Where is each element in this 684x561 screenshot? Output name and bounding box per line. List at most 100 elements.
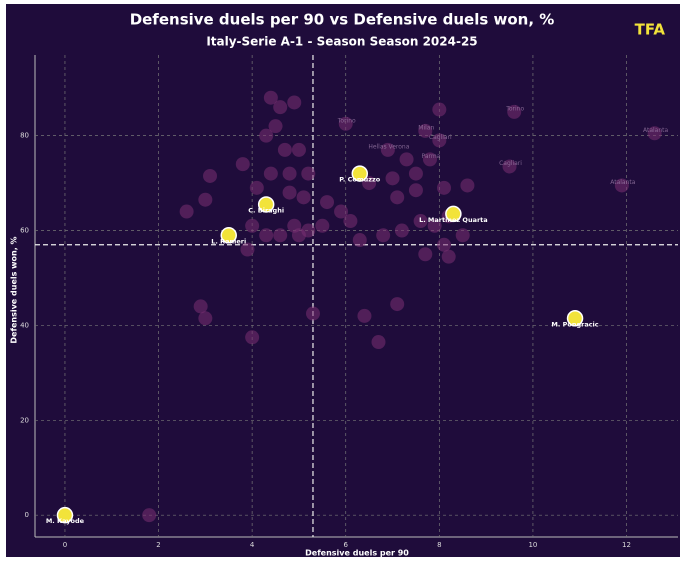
y-tick-label: 80: [20, 132, 29, 140]
point: [376, 228, 391, 243]
point: [357, 308, 372, 323]
point: [334, 204, 349, 219]
highlight-label: M. Kayode: [46, 517, 85, 525]
point: [259, 128, 274, 143]
point: [245, 330, 260, 345]
y-tick-label: 40: [20, 321, 29, 329]
x-tick-label: 6: [344, 541, 349, 549]
point: [352, 233, 367, 248]
point: [193, 299, 208, 314]
point: [432, 133, 447, 148]
point: [198, 311, 213, 326]
point: [268, 119, 283, 134]
point: [455, 228, 470, 243]
point: [343, 214, 358, 229]
point: [245, 218, 260, 233]
chart-subtitle: Italy-Serie A-1 - Season Season 2024-25: [206, 35, 477, 49]
point: [371, 335, 386, 350]
x-axis-label: Defensive duels per 90: [305, 549, 409, 558]
highlight-label: L. Martinez Quarta: [419, 216, 488, 224]
point: [394, 223, 409, 238]
point: [390, 190, 405, 205]
background: [6, 4, 680, 557]
point: [338, 116, 353, 131]
point: [179, 204, 194, 219]
point: [647, 126, 662, 141]
chart-title: Defensive duels per 90 vs Defensive duel…: [130, 11, 555, 29]
y-tick-label: 60: [20, 227, 29, 235]
point-label: Atalanta: [643, 127, 669, 134]
point-label: Torino: [505, 105, 524, 112]
highlight-point: [257, 196, 275, 213]
point: [441, 249, 456, 264]
point: [432, 102, 447, 117]
y-tick-label: 20: [20, 416, 29, 424]
highlight-point: [566, 310, 584, 327]
point: [305, 306, 320, 321]
point: [282, 185, 297, 200]
x-tick-label: 4: [250, 541, 255, 549]
x-tick-label: 8: [437, 541, 441, 549]
point: [408, 183, 423, 198]
point: [259, 228, 274, 243]
point: [291, 228, 306, 243]
point: [320, 195, 335, 210]
point: [460, 178, 475, 193]
point: [315, 218, 330, 233]
point: [273, 228, 288, 243]
x-tick-label: 10: [528, 541, 537, 549]
x-tick-label: 12: [622, 541, 631, 549]
x-tick-label: 0: [63, 541, 67, 549]
point-label: Atalanta: [610, 179, 636, 186]
point: [291, 142, 306, 157]
point: [240, 242, 255, 257]
highlight-label: P. Comuzzo: [339, 176, 381, 184]
point: [502, 159, 517, 174]
point: [418, 247, 433, 262]
point: [427, 218, 442, 233]
point-label: Torino: [337, 117, 356, 124]
point: [399, 152, 414, 167]
highlight-point: [220, 227, 237, 244]
point: [277, 142, 292, 157]
point: [437, 180, 452, 195]
point: [263, 90, 278, 105]
brand: TFA: [635, 21, 666, 39]
point: [385, 171, 400, 186]
point: [282, 166, 297, 181]
point: [408, 166, 423, 181]
point: [507, 104, 522, 119]
point: [263, 166, 278, 181]
y-tick-label: 0: [25, 511, 29, 519]
point-label: Milan: [418, 124, 434, 131]
point: [287, 95, 302, 110]
y-axis-label: Defensive duels won, %: [10, 236, 19, 343]
point: [249, 180, 264, 195]
point: [203, 168, 218, 183]
point: [422, 152, 437, 167]
point: [142, 508, 157, 523]
point: [198, 192, 213, 207]
point-label: Hellas Verona: [368, 143, 409, 150]
highlight-label: C. Biraghi: [248, 206, 284, 214]
point: [390, 297, 405, 312]
point: [235, 157, 250, 172]
point: [418, 123, 433, 138]
point-label: Parma: [422, 153, 441, 160]
highlight-point: [445, 205, 462, 223]
point-label: Cagliari: [499, 160, 522, 167]
highlight-label: M. Pongracic: [551, 320, 598, 328]
x-tick-label: 2: [156, 541, 160, 549]
highlight-point: [351, 165, 369, 182]
point-label: Cagliari: [429, 134, 452, 141]
point: [437, 237, 452, 252]
point: [614, 178, 629, 193]
highlight-point: [56, 506, 74, 524]
point: [413, 214, 428, 229]
highlight-label: L. Ranieri: [211, 237, 246, 245]
point: [273, 100, 288, 115]
point: [301, 166, 316, 181]
point: [362, 176, 377, 191]
